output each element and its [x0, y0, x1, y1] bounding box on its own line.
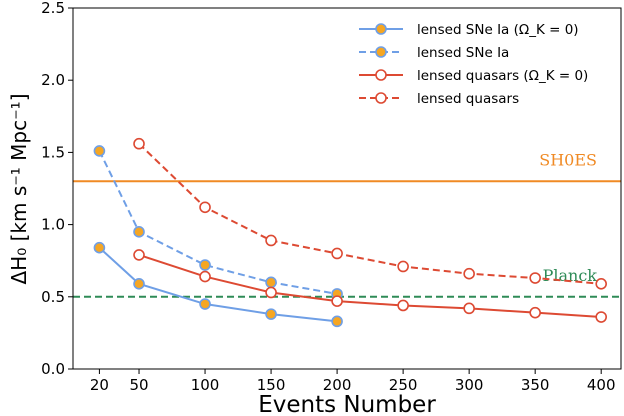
legend-label: lensed SNe Ia (Ω_K = 0)	[417, 22, 579, 38]
data-point	[529, 306, 541, 319]
data-point	[265, 276, 277, 289]
reference-label-sh0es: SH0ES	[539, 150, 597, 169]
data-point	[463, 302, 475, 315]
data-point	[199, 259, 211, 271]
ticks-layer: 20 50 100 150 200 250 300 350 400 0.0 0.5 1.0 1.5 2.0…	[41, 0, 615, 394]
data-point	[595, 311, 607, 323]
data-point	[265, 286, 277, 299]
legend: lensed SNe Ia (Ω_K = 0) lensed SNe Ia lens…	[359, 22, 588, 107]
x-tick-label: 150	[257, 376, 286, 394]
data-point	[93, 241, 106, 254]
data-point	[265, 308, 277, 320]
legend-label: lensed quasars (Ω_K = 0)	[417, 68, 588, 84]
data-point	[199, 298, 211, 310]
series-line-3	[138, 143, 602, 285]
series-layer	[93, 137, 607, 328]
plot-frame	[72, 7, 622, 370]
legend-marker	[375, 23, 387, 35]
data-point	[199, 201, 211, 214]
y-tick-label: 0.5	[41, 288, 65, 306]
y-tick-label: 0.0	[41, 360, 65, 378]
data-point	[397, 260, 409, 273]
data-point	[199, 270, 211, 283]
y-tick-label: 2.0	[41, 71, 65, 89]
legend-label: lensed SNe Ia	[417, 45, 509, 61]
data-point	[133, 249, 145, 261]
x-tick-label: 50	[129, 376, 148, 394]
data-point	[133, 226, 145, 238]
x-axis-title: Events Number	[258, 392, 436, 416]
data-point	[595, 278, 607, 290]
series-line-1	[98, 150, 338, 295]
data-point	[265, 234, 277, 247]
svg-text:ΔH₀ [km s⁻¹ Mpc⁻¹]: ΔH₀ [km s⁻¹ Mpc⁻¹]	[7, 94, 31, 285]
legend-label: lensed quasars	[417, 91, 519, 107]
x-tick-label: 200	[323, 376, 352, 394]
data-point	[133, 278, 145, 290]
x-tick-label: 20	[90, 376, 109, 394]
data-point	[133, 137, 145, 150]
y-tick-label: 1.0	[41, 216, 65, 234]
data-point	[397, 299, 409, 312]
y-tick-label: 2.5	[41, 0, 65, 17]
x-tick-label: 100	[191, 376, 220, 394]
legend-marker	[375, 46, 387, 58]
y-tick-label: 1.5	[41, 143, 65, 161]
legend-marker	[375, 92, 387, 104]
x-tick-label: 350	[521, 376, 550, 394]
series-line-2	[138, 253, 602, 319]
data-point	[331, 315, 343, 328]
data-point	[529, 272, 541, 284]
data-point	[463, 267, 475, 280]
x-tick-label: 400	[587, 376, 616, 394]
data-point	[331, 247, 343, 260]
x-tick-label: 300	[455, 376, 484, 394]
x-tick-label: 250	[389, 376, 418, 394]
data-point	[331, 295, 343, 307]
legend-marker	[375, 69, 387, 81]
y-axis-title: ΔH₀ [km s⁻¹ Mpc⁻¹]	[7, 94, 31, 285]
data-point	[93, 145, 106, 157]
